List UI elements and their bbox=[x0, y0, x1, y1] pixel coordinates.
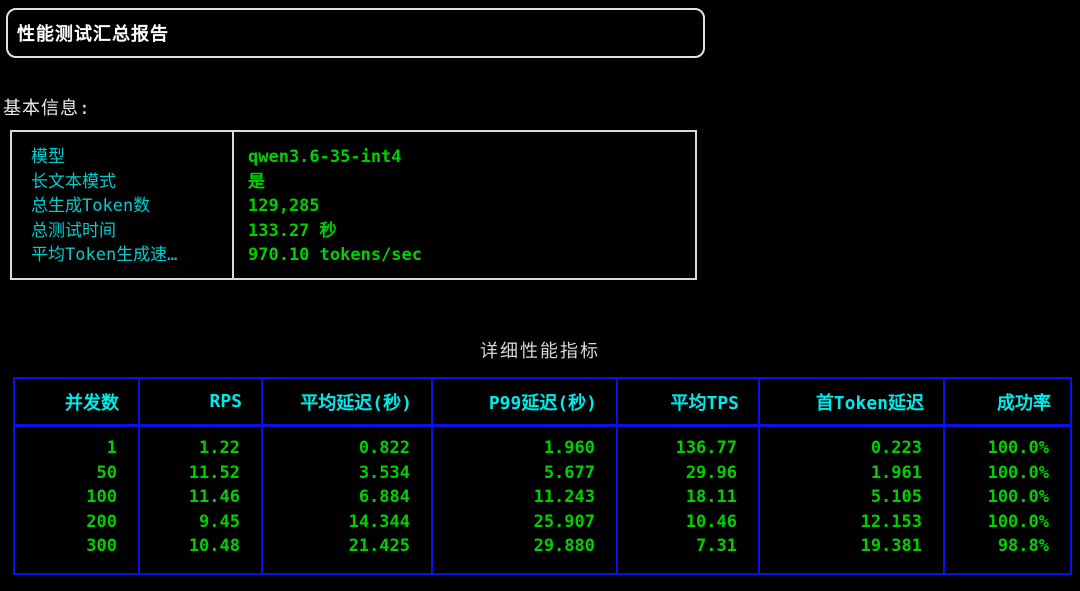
metric-cell-p99-latency: 11.243 bbox=[431, 485, 617, 510]
metric-cell-success-rate: 100.0% bbox=[943, 425, 1070, 461]
metric-cell-concurrency: 200 bbox=[86, 511, 117, 532]
metric-cell-p99-latency: 5.677 bbox=[431, 460, 617, 486]
metric-cell-rps: 11.52 bbox=[138, 460, 262, 486]
metrics-data-row: 200 9.45 14.344 25.907 10.46 12.153 100.… bbox=[15, 509, 1070, 535]
column-header-concurrency: 并发数 bbox=[15, 379, 139, 427]
basic-info-row: 长文本模式 是 bbox=[12, 170, 695, 195]
metric-cell-avg-latency: 6.884 bbox=[261, 485, 432, 510]
metric-cell-success-rate: 100.0% bbox=[943, 460, 1070, 486]
metric-cell-rps: 11.46 bbox=[138, 485, 262, 510]
metric-cell-avg-tps: 29.96 bbox=[616, 460, 759, 486]
basic-info-row: 总测试时间 133.27 秒 bbox=[12, 219, 695, 244]
metric-cell-first-token-latency: 5.105 bbox=[758, 485, 944, 510]
metric-cell-success-rate: 100.0% bbox=[943, 485, 1070, 510]
basic-info-rows: 模型 qwen3.6-35-int4 长文本模式 是 总生成Token数 129… bbox=[12, 145, 695, 268]
basic-info-label: 长文本模式 bbox=[31, 171, 116, 192]
metrics-data-row: 50 11.52 3.534 5.677 29.96 1.961 100.0% bbox=[15, 460, 1070, 486]
metrics-header-row: 并发数 RPS 平均延迟(秒) P99延迟(秒) 平均TPS 首Token延迟 … bbox=[15, 379, 1070, 427]
metric-cell-concurrency: 1 bbox=[106, 438, 117, 458]
metric-cell-avg-latency: 21.425 bbox=[261, 534, 432, 573]
metric-cell-concurrency: 50 bbox=[96, 462, 117, 483]
metric-cell-first-token-latency: 19.381 bbox=[758, 534, 944, 573]
column-header-success-rate: 成功率 bbox=[943, 379, 1070, 427]
column-header-first-token-latency: 首Token延迟 bbox=[758, 379, 944, 427]
metric-cell-rps: 9.45 bbox=[138, 509, 262, 535]
metric-cell-avg-latency: 14.344 bbox=[261, 509, 432, 535]
basic-info-label: 模型 bbox=[31, 147, 65, 167]
column-header-avg-latency: 平均延迟(秒) bbox=[261, 379, 432, 427]
metric-cell-concurrency: 300 bbox=[86, 536, 117, 557]
basic-info-row: 平均Token生成速… 970.10 tokens/sec bbox=[12, 243, 695, 268]
metrics-table: 并发数 RPS 平均延迟(秒) P99延迟(秒) 平均TPS 首Token延迟 … bbox=[15, 379, 1070, 573]
basic-info-value: 129,285 bbox=[248, 196, 320, 216]
column-header-p99-latency: P99延迟(秒) bbox=[431, 379, 617, 427]
basic-info-value: 是 bbox=[248, 171, 265, 192]
metric-cell-first-token-latency: 0.223 bbox=[758, 425, 944, 461]
basic-info-label: 总测试时间 bbox=[31, 220, 116, 241]
metric-cell-concurrency: 100 bbox=[86, 487, 117, 508]
metric-cell-avg-tps: 10.46 bbox=[616, 509, 759, 535]
metrics-data-row: 100 11.46 6.884 11.243 18.11 5.105 100.0… bbox=[15, 485, 1070, 510]
report-title: 性能测试汇总报告 bbox=[17, 24, 169, 45]
metric-cell-avg-tps: 136.77 bbox=[616, 425, 759, 461]
metric-cell-p99-latency: 1.960 bbox=[431, 425, 617, 461]
basic-info-value: 970.10 tokens/sec bbox=[248, 245, 422, 265]
metric-cell-rps: 1.22 bbox=[138, 425, 262, 461]
basic-info-value: 133.27 秒 bbox=[248, 220, 337, 241]
report-title-panel: 性能测试汇总报告 bbox=[6, 8, 705, 58]
metric-cell-success-rate: 100.0% bbox=[943, 509, 1070, 535]
metric-cell-avg-latency: 0.822 bbox=[261, 425, 432, 461]
metrics-data-row: 1 1.22 0.822 1.960 136.77 0.223 100.0% bbox=[15, 425, 1070, 461]
basic-info-label: 总生成Token数 bbox=[31, 196, 151, 216]
basic-info-panel: 模型 qwen3.6-35-int4 长文本模式 是 总生成Token数 129… bbox=[10, 130, 697, 280]
metric-cell-p99-latency: 25.907 bbox=[431, 509, 617, 535]
column-header-rps: RPS bbox=[138, 379, 262, 427]
column-header-avg-tps: 平均TPS bbox=[616, 379, 759, 427]
basic-info-column-divider bbox=[232, 132, 234, 278]
metric-cell-rps: 10.48 bbox=[138, 534, 262, 573]
metric-cell-success-rate: 98.8% bbox=[943, 534, 1070, 573]
metric-cell-avg-tps: 18.11 bbox=[616, 485, 759, 510]
metric-cell-first-token-latency: 12.153 bbox=[758, 509, 944, 535]
metric-cell-first-token-latency: 1.961 bbox=[758, 460, 944, 486]
basic-info-value: qwen3.6-35-int4 bbox=[248, 147, 402, 167]
metrics-data-row: 300 10.48 21.425 29.880 7.31 19.381 98.8… bbox=[15, 534, 1070, 573]
metric-cell-avg-tps: 7.31 bbox=[616, 534, 759, 573]
basic-info-section-label: 基本信息: bbox=[3, 98, 91, 119]
metrics-table-title: 详细性能指标 bbox=[480, 341, 600, 362]
basic-info-row: 总生成Token数 129,285 bbox=[12, 194, 695, 219]
metric-cell-p99-latency: 29.880 bbox=[431, 534, 617, 573]
basic-info-row: 模型 qwen3.6-35-int4 bbox=[12, 145, 695, 170]
basic-info-label: 平均Token生成速… bbox=[31, 245, 178, 265]
metric-cell-avg-latency: 3.534 bbox=[261, 460, 432, 486]
metrics-table-panel: 并发数 RPS 平均延迟(秒) P99延迟(秒) 平均TPS 首Token延迟 … bbox=[13, 377, 1072, 575]
